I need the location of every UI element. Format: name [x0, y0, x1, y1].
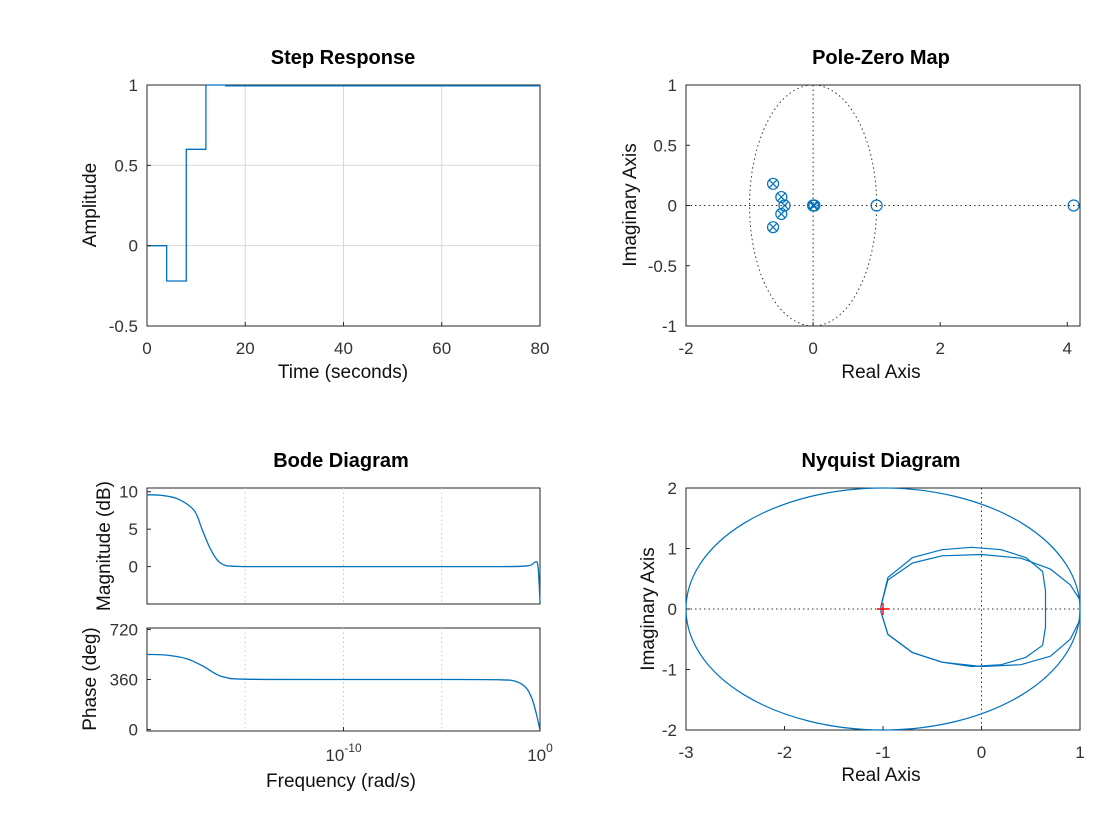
pz-y-tick-label: -0.5 [648, 257, 677, 276]
bode-phase-y-tick-label: 720 [110, 620, 138, 639]
pz-pole-marker [808, 201, 818, 210]
bode-x-tick-label: 100 [527, 741, 553, 765]
pole-zero-map-plot: -2 0 2 4 -1 -0.5 0 0.5 1 Pole-Zero Map Real Axis… [620, 47, 1081, 383]
step-ylabel: Amplitude [80, 163, 101, 248]
step-response-line [147, 84, 540, 282]
step-xlabel: Time (seconds) [278, 362, 408, 383]
nyq-y-tick-label: -1 [662, 661, 677, 680]
step-x-tick-label: 20 [236, 339, 255, 358]
pz-pole-marker [780, 201, 789, 210]
pz-pole-marker [768, 179, 778, 189]
bode-mag-y-tick-label: 10 [119, 483, 138, 502]
pz-x-tick-label: -2 [678, 339, 693, 358]
pz-zero-marker [766, 177, 780, 190]
pz-y-tick-label: 0 [668, 197, 677, 216]
pz-y-tick-label: 0.5 [653, 136, 677, 155]
bode-magnitude-line [146, 494, 541, 603]
bode-diagram-plot: 10-10 100 10 5 0 720 360 0 Bode Diagram Frequen… [80, 450, 553, 792]
step-y-tick-label: 0 [129, 237, 138, 256]
pz-title: Pole-Zero Map [812, 47, 950, 69]
nyq-y-tick-label: 2 [668, 479, 677, 498]
pz-ylabel: Imaginary Axis [620, 143, 641, 267]
nyq-y-tick-label: 0 [668, 600, 677, 619]
pz-x-tick-label: 0 [808, 339, 817, 358]
nyquist-inner-curve [880, 553, 1081, 668]
bode-phase-ylabel: Phase (deg) [80, 627, 101, 731]
step-y-tick-label: -0.5 [109, 317, 138, 336]
bode-phase-y-tick-label: 360 [110, 671, 138, 690]
pz-unit-circle [749, 84, 878, 327]
nyquist-inner-curve [880, 546, 1047, 668]
pz-y-tick-label: -1 [662, 317, 677, 336]
nyq-x-tick-label: 0 [977, 743, 986, 762]
step-x-tick-label: 60 [432, 339, 451, 358]
pz-pole-marker [809, 201, 819, 210]
pz-pole-marker [768, 222, 778, 232]
bode-x-tick-label: 10-10 [325, 741, 362, 765]
pz-pole-marker [776, 192, 786, 202]
bode-phase-y-tick-label: 0 [129, 721, 138, 740]
nyq-title: Nyquist Diagram [802, 450, 961, 472]
nyq-x-tick-label: -2 [777, 743, 792, 762]
bode-mag-y-tick-label: 0 [129, 558, 138, 577]
step-title: Step Response [271, 47, 415, 69]
pz-y-tick-label: 1 [668, 76, 677, 95]
bode-xlabel: Frequency (rad/s) [266, 771, 416, 792]
step-response-plot: 0 20 40 60 80-0.500.51 Step Response Time (s… [80, 47, 549, 383]
step-x-tick-label: 40 [334, 339, 353, 358]
bode-phase-line [146, 653, 541, 730]
pz-x-tick-label: 4 [1063, 339, 1072, 358]
step-y-tick-label: 0.5 [114, 156, 138, 175]
nyq-x-tick-label: -3 [678, 743, 693, 762]
pz-xlabel: Real Axis [841, 362, 920, 383]
pz-x-tick-label: 2 [935, 339, 944, 358]
nyq-ylabel: Imaginary Axis [638, 547, 659, 671]
nyq-x-tick-label: 1 [1075, 743, 1084, 762]
pz-zero-marker [870, 199, 883, 212]
step-x-tick-label: 80 [531, 339, 550, 358]
bode-mag-axes-box [146, 487, 541, 605]
nyquist-critical-point-marker [877, 603, 889, 615]
pz-pole-marker [776, 209, 786, 219]
pz-zero-marker [808, 199, 821, 212]
bode-title: Bode Diagram [273, 450, 409, 472]
bode-mag-y-tick-label: 5 [129, 520, 138, 539]
bode-mag-ylabel: Magnitude (dB) [94, 481, 115, 611]
nyq-y-tick-label: -2 [662, 721, 677, 740]
step-x-tick-label: 0 [142, 339, 151, 358]
nyq-xlabel: Real Axis [841, 765, 920, 786]
pz-zero-marker [1067, 199, 1080, 212]
nyq-x-tick-label: -1 [875, 743, 890, 762]
nyq-y-tick-label: 1 [668, 540, 677, 559]
pz-zero-marker [766, 221, 780, 234]
step-y-tick-label: 1 [129, 76, 138, 95]
